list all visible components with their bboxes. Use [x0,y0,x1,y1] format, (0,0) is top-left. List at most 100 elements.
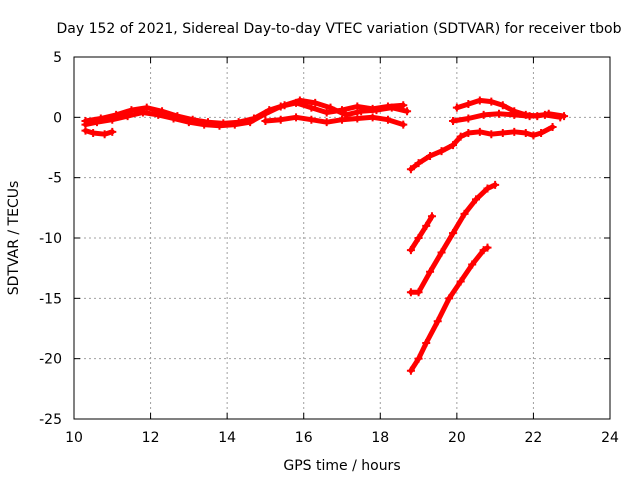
x-tick-label: 18 [371,430,389,446]
data-point [261,116,270,125]
data-point [498,129,507,138]
data-point [494,109,503,118]
data-point [383,115,392,124]
data-point [510,110,519,119]
data-point [479,110,488,119]
data-point [292,113,301,122]
data-point [483,184,492,193]
y-tick-label: 5 [53,50,62,66]
data-point [472,195,480,204]
data-point [81,126,90,135]
data-point [427,212,436,221]
data-point [357,107,366,116]
data-point [452,103,461,112]
x-tick-label: 14 [218,430,236,446]
data-point [326,103,335,112]
data-point [445,294,454,303]
data-point [449,141,458,150]
data-point [537,129,546,138]
y-tick-label: -25 [39,412,62,428]
data-point [422,221,431,230]
data-point [368,113,377,122]
x-tick-label: 20 [448,430,466,446]
data-point [265,106,274,115]
y-tick-label: -10 [39,231,62,247]
data-point [96,114,105,123]
axis-ticks [73,56,611,420]
data-point [158,107,167,116]
data-point [234,118,243,127]
series-sat-g [406,122,557,174]
data-point [475,96,484,105]
y-tick-labels: 5 0 -5 -10 -15 -20 -25 [39,50,62,428]
data-point [414,288,423,297]
data-point [414,354,423,363]
data-point [338,115,346,124]
x-tick-label: 12 [142,430,160,446]
series-sat-f [449,109,565,125]
y-tick-label: -20 [39,352,62,368]
data-point [406,288,415,297]
data-point [464,100,473,109]
data-point [81,116,90,125]
data-point [311,98,320,107]
data-point [437,248,446,257]
data-point [556,113,565,122]
data-point [406,246,415,255]
x-tick-label: 16 [295,430,313,446]
data-point [464,129,473,138]
data-point [456,277,465,286]
x-tick-labels: 10 12 14 16 18 20 22 24 [65,430,619,446]
y-tick-label: -15 [39,291,62,307]
data-point [510,127,519,136]
series-line [408,245,490,374]
data-point [468,260,477,269]
data-point [414,234,423,242]
data-point [403,107,412,116]
data-point [456,132,465,141]
x-axis-label: GPS time / hours [283,458,400,474]
series-sat-i [406,180,500,297]
data-point [422,338,431,347]
series-sat-b [81,96,412,128]
series-line [408,124,556,172]
data-point [414,159,423,168]
data-point [276,115,285,124]
data-point [449,116,458,125]
data-point [127,106,136,115]
series-sat-j [406,243,492,375]
data-point [353,102,362,111]
data-point [249,114,258,123]
data-point [307,103,316,112]
data-point [521,129,530,138]
data-point [399,120,408,129]
data-point [464,114,473,123]
data-point [487,97,496,106]
data-point [491,180,500,189]
data-point [426,267,435,276]
x-tick-label: 24 [601,430,619,446]
data-point [387,103,396,112]
data-point [89,129,98,138]
data-point [142,103,151,112]
data-point [108,127,117,136]
y-tick-label: -5 [48,171,62,187]
data-point [525,112,534,121]
x-tick-label: 10 [65,430,83,446]
data-point [460,209,469,218]
data-point [295,96,304,105]
data-point [498,101,507,110]
data-point [353,114,362,123]
data-point [219,119,228,128]
series-line [408,213,435,253]
data-point [372,106,381,115]
series-line [408,182,498,295]
data-point [173,112,182,121]
series-line [83,128,115,137]
data-point [188,115,197,124]
y-tick-label: 0 [53,110,62,126]
data-series [81,96,569,375]
data-point [540,110,549,119]
data-point [449,229,458,238]
